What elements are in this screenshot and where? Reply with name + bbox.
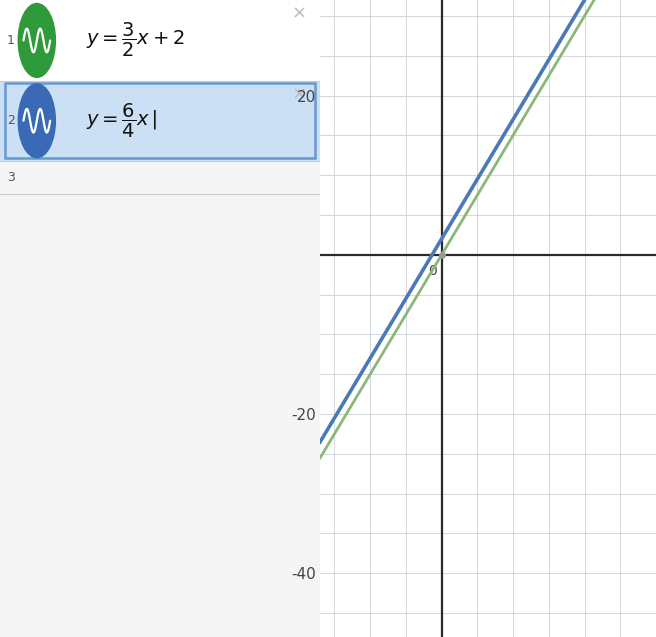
Circle shape — [18, 3, 55, 78]
Text: 1: 1 — [7, 34, 15, 47]
Circle shape — [18, 83, 55, 158]
FancyBboxPatch shape — [0, 161, 320, 194]
Text: $y = \dfrac{6}{4}x\mathtt{|}$: $y = \dfrac{6}{4}x\mathtt{|}$ — [87, 102, 157, 140]
Text: ×: × — [292, 5, 307, 23]
Text: 3: 3 — [7, 171, 15, 184]
FancyBboxPatch shape — [0, 0, 320, 81]
Text: $y = \dfrac{3}{2}x + 2$: $y = \dfrac{3}{2}x + 2$ — [87, 22, 185, 59]
Text: 2: 2 — [7, 114, 15, 127]
Text: ×: × — [292, 86, 307, 104]
FancyBboxPatch shape — [0, 81, 320, 161]
Text: 0: 0 — [428, 264, 438, 278]
